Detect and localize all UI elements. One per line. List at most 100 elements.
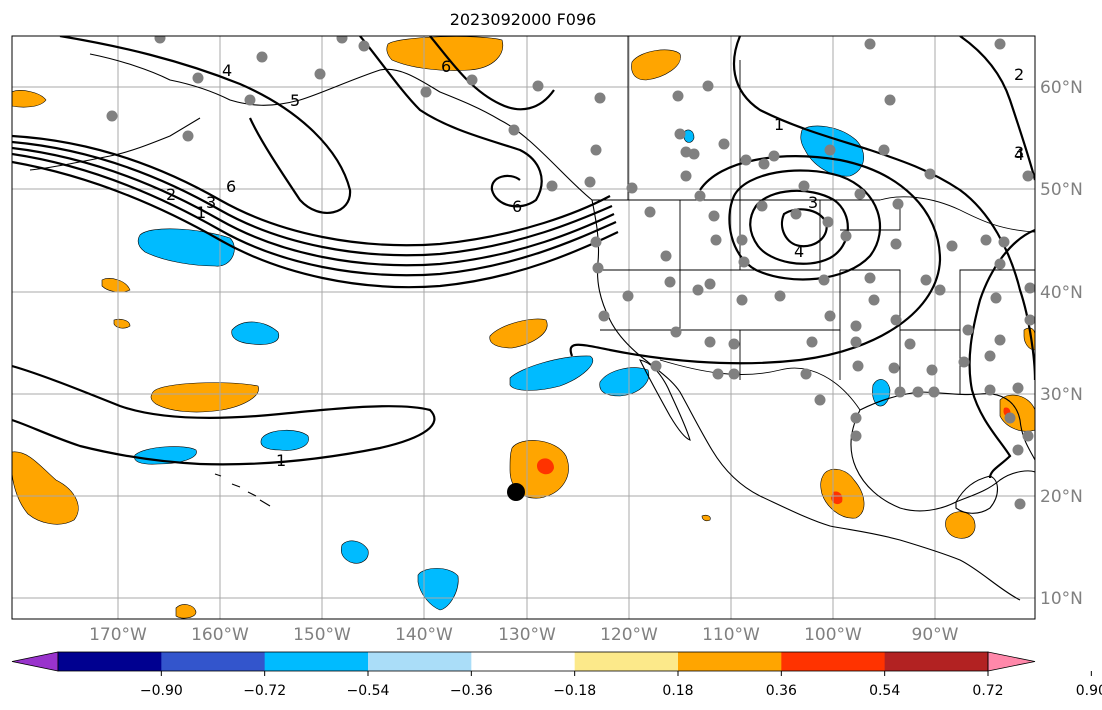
colorbar-segment: [678, 652, 782, 671]
lat-label: 50°N: [1040, 180, 1083, 200]
contour-east: [732, 36, 1035, 381]
aleutians: [29, 117, 201, 171]
colorbar-segment: [368, 652, 472, 671]
contour-label: 1: [276, 451, 286, 470]
colorbar-tick-label: 0.18: [662, 683, 693, 699]
orange-patch: [12, 90, 47, 108]
alaska-coast: [89, 53, 593, 201]
contour-label: 6: [226, 177, 236, 196]
contour-4: [12, 152, 617, 277]
contour-label: 6: [441, 57, 451, 76]
contour-trough-1: [12, 364, 436, 466]
contour-east-2: [959, 36, 1035, 181]
contour-label: 3: [1014, 143, 1024, 162]
contour-low-2: [749, 189, 849, 265]
colorbar-segment: [884, 652, 989, 671]
contour-5: [12, 160, 619, 289]
lat-label: 60°N: [1040, 78, 1083, 98]
colorbar-tick-label: 0.72: [972, 683, 1003, 699]
contour-lines: [12, 36, 1035, 479]
lat-label: 30°N: [1040, 385, 1083, 405]
colorbar-segment: [781, 652, 886, 671]
lon-label: 160°W: [191, 625, 249, 645]
contour-east-3: [968, 228, 1035, 479]
lon-label: 130°W: [498, 625, 556, 645]
contour-label: 2: [1014, 65, 1024, 84]
red-core: [831, 491, 843, 505]
lon-label: 110°W: [702, 625, 760, 645]
blue-patch: [340, 540, 369, 564]
contour-label: 3: [206, 193, 216, 212]
colorbar-tick-label: 0.90: [1076, 683, 1102, 699]
mexico-gulf: [850, 409, 1035, 512]
blue-patch: [683, 129, 695, 143]
station-markers: [106, 36, 1035, 510]
storm-position-marker: [507, 483, 525, 501]
contour-label: 1: [196, 203, 206, 222]
west-coast: [591, 199, 1021, 601]
graticule: [12, 36, 1035, 619]
lon-label: 120°W: [600, 625, 658, 645]
lon-label: 170°W: [89, 625, 147, 645]
contour-label: 6: [512, 197, 522, 216]
contour-label: 2: [166, 185, 176, 204]
orange-patch: [150, 382, 259, 413]
contour-label: 4: [1014, 145, 1024, 164]
colorbar-tick-label: 0.54: [869, 683, 900, 699]
contour-1: [12, 134, 611, 247]
lon-label: 140°W: [395, 625, 453, 645]
colorbar-tick-label: −0.72: [243, 683, 286, 699]
coastlines: [29, 53, 1035, 601]
colorbar-extend-low: [11, 651, 59, 672]
contour-label: 3: [808, 193, 818, 212]
map-frame: [11, 35, 1036, 620]
orange-patch: [701, 514, 711, 522]
contour-label: 4: [794, 242, 804, 261]
colorbar-segment: [264, 652, 369, 671]
colorbar-tick-label: 0.36: [766, 683, 797, 699]
contour-low-3: [780, 208, 828, 248]
colorbar-tick-label: −0.90: [140, 683, 183, 699]
baja: [639, 359, 691, 441]
orange-patch: [175, 604, 197, 619]
yucatan: [955, 475, 999, 514]
lon-label: 100°W: [804, 625, 862, 645]
latitude-labels: 60°N 50°N 40°N 30°N 20°N 10°N: [1040, 78, 1083, 609]
contour-label: 1: [774, 115, 784, 134]
colorbar: −0.90 −0.72 −0.54 −0.36 −0.18 0.18 0.36 0.54 0.7…: [11, 651, 1102, 699]
blue-patch: [599, 367, 650, 397]
orange-patch: [820, 468, 865, 519]
lat-label: 40°N: [1040, 283, 1083, 303]
blue-patch: [509, 355, 593, 391]
colorbar-segment: [471, 652, 576, 671]
lon-label: 150°W: [293, 625, 351, 645]
orange-patch: [101, 278, 131, 293]
colorbar-extend-high: [987, 651, 1036, 672]
lat-label: 20°N: [1040, 487, 1083, 507]
red-core: [536, 458, 554, 475]
contour-3: [12, 146, 615, 267]
orange-patch: [945, 511, 976, 539]
blue-patch: [231, 321, 280, 345]
colorbar-border: [57, 651, 989, 672]
orange-patch: [489, 318, 548, 349]
colorbar-tick-label: −0.18: [553, 683, 596, 699]
lat-label: 10°N: [1040, 589, 1083, 609]
contour-labels: 4 5 6 6 6 2 3 4 1 1 3 4 1 2 3: [166, 57, 1024, 470]
colorbar-segment: [58, 652, 162, 671]
contour-label: 4: [222, 61, 232, 80]
orange-patch: [631, 49, 681, 81]
colorbar-segment: [574, 652, 679, 671]
contour-loop-northwest: [429, 36, 555, 111]
contour-gulf-alaska: [359, 36, 543, 208]
hawaii: [214, 473, 271, 507]
contour-big-low: [569, 155, 942, 365]
colorbar-segment: [161, 652, 266, 671]
map-title: 2023092000 F096: [449, 10, 597, 29]
colorbar-tick-label: −0.54: [347, 683, 390, 699]
contour-high-alaska: [59, 36, 352, 214]
contour-2: [12, 140, 613, 257]
contour-label: 5: [290, 91, 300, 110]
blue-patch: [260, 429, 309, 451]
